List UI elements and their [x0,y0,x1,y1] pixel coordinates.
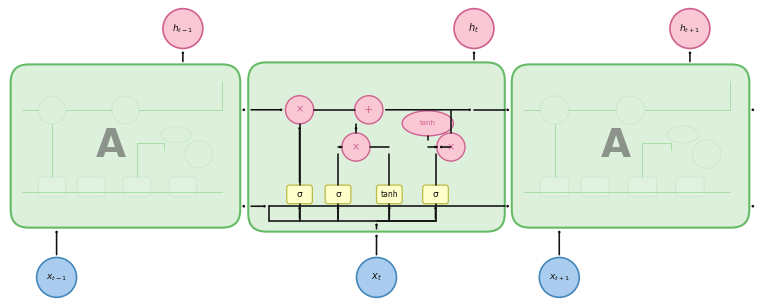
Circle shape [354,96,383,124]
FancyBboxPatch shape [512,64,749,228]
Text: ×: × [295,105,304,115]
Text: $x_t$: $x_t$ [371,272,382,283]
Text: σ: σ [335,190,341,199]
Text: $x_{t+1}$: $x_{t+1}$ [549,272,570,283]
Text: tanh: tanh [380,190,398,199]
Text: σ: σ [433,190,439,199]
FancyBboxPatch shape [676,177,704,197]
FancyBboxPatch shape [38,177,66,197]
Text: +: + [364,105,373,115]
Circle shape [357,257,396,297]
FancyBboxPatch shape [248,62,505,232]
FancyBboxPatch shape [169,177,197,197]
FancyBboxPatch shape [376,185,402,204]
Circle shape [36,257,77,297]
Text: $h_{t-1}$: $h_{t-1}$ [172,22,194,35]
FancyBboxPatch shape [287,185,313,204]
Text: σ: σ [297,190,302,199]
Text: $h_{t+1}$: $h_{t+1}$ [679,22,701,35]
Text: A: A [96,127,125,165]
FancyBboxPatch shape [540,177,568,197]
FancyBboxPatch shape [581,177,609,197]
FancyBboxPatch shape [77,177,105,197]
Text: $x_{t-1}$: $x_{t-1}$ [46,272,68,283]
Circle shape [436,133,465,161]
Circle shape [342,133,370,161]
FancyBboxPatch shape [325,185,351,204]
Circle shape [670,9,710,49]
Text: A: A [600,127,631,165]
Ellipse shape [402,111,453,136]
FancyBboxPatch shape [123,177,151,197]
FancyBboxPatch shape [628,177,657,197]
Text: $h_t$: $h_t$ [468,22,480,35]
Circle shape [285,96,313,124]
Circle shape [454,9,494,49]
FancyBboxPatch shape [423,185,449,204]
Text: tanh: tanh [420,120,436,126]
Circle shape [163,9,203,49]
Circle shape [540,257,579,297]
Text: ×: × [352,142,360,152]
Text: ×: × [447,142,455,152]
FancyBboxPatch shape [11,64,241,228]
